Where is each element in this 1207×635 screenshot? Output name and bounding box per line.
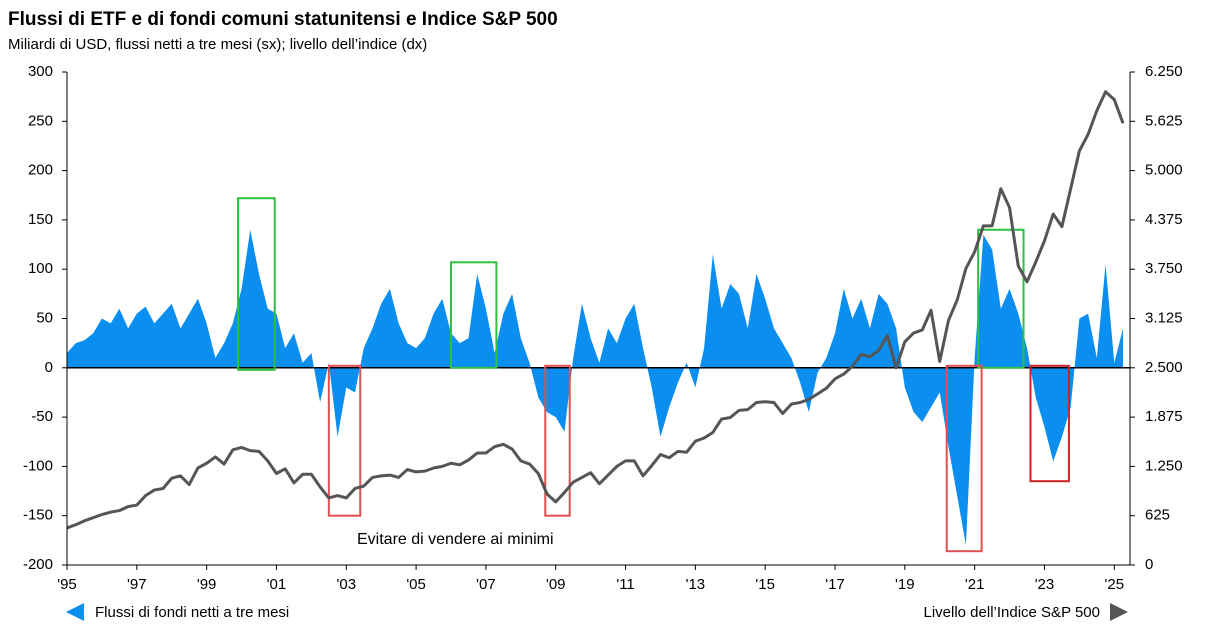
y2-tick-label: 1.875 [1145, 408, 1183, 425]
annotation: Evitare di vendere ai minimi [357, 531, 554, 548]
x-tick-label: '95 [57, 576, 77, 593]
x-tick-label: '97 [127, 576, 147, 593]
y-tick-label: 300 [28, 63, 53, 80]
y-tick-label: 50 [36, 309, 53, 326]
x-tick-label: '23 [1035, 576, 1055, 593]
x-tick-label: '25 [1105, 576, 1125, 593]
highlight-box [450, 261, 498, 369]
x-tick-label: '05 [406, 576, 426, 593]
y-tick-label: 0 [45, 359, 53, 376]
y-tick-label: -150 [23, 507, 53, 524]
y2-tick-label: 1.250 [1145, 457, 1183, 474]
legend-label: Livello dell’Indice S&P 500 [923, 604, 1100, 621]
y2-tick-label: 6.250 [1145, 63, 1183, 80]
chart-subtitle: Miliardi di USD, flussi netti a tre mesi… [8, 36, 427, 53]
y2-tick-label: 4.375 [1145, 211, 1183, 228]
x-tick-label: '21 [965, 576, 985, 593]
y2-tick-label: 3.750 [1145, 260, 1183, 277]
highlight-box [945, 364, 983, 553]
index-line [66, 90, 1125, 530]
y2-tick-label: 3.125 [1145, 309, 1183, 326]
x-tick-label: '11 [616, 576, 634, 593]
x-tick-label: '17 [825, 576, 845, 593]
y-tick-label: -200 [23, 556, 53, 573]
x-tick-label: '15 [755, 576, 775, 593]
flow-area [67, 229, 1124, 546]
y-tick-label: 150 [28, 211, 53, 228]
x-tick-label: '03 [336, 576, 356, 593]
y-tick-label: -100 [23, 457, 53, 474]
y-tick-label: 200 [28, 162, 53, 179]
y-tick-label: 100 [28, 260, 53, 277]
y2-tick-label: 0 [1145, 556, 1153, 573]
x-tick-label: '13 [686, 576, 706, 593]
highlight-box [327, 364, 362, 517]
highlight-box [977, 228, 1025, 369]
legend-arrow-left [66, 603, 84, 621]
y2-tick-label: 5.625 [1145, 112, 1183, 129]
highlight-box [1029, 364, 1070, 483]
highlight-box [237, 197, 276, 371]
y2-tick-label: 2.500 [1145, 359, 1183, 376]
x-tick-label: '99 [197, 576, 217, 593]
y2-tick-label: 625 [1145, 507, 1170, 524]
y2-tick-label: 5.000 [1145, 162, 1183, 179]
highlight-box [544, 364, 571, 517]
chart-title: Flussi di ETF e di fondi comuni statunit… [8, 9, 558, 30]
y-tick-label: 250 [28, 112, 53, 129]
x-tick-label: '19 [895, 576, 915, 593]
x-tick-label: '09 [546, 576, 566, 593]
y-tick-label: -50 [31, 408, 53, 425]
legend-arrow-right [1110, 603, 1128, 621]
x-tick-label: '01 [267, 576, 287, 593]
x-tick-label: '07 [476, 576, 496, 593]
legend-label: Flussi di fondi netti a tre mesi [95, 604, 289, 621]
